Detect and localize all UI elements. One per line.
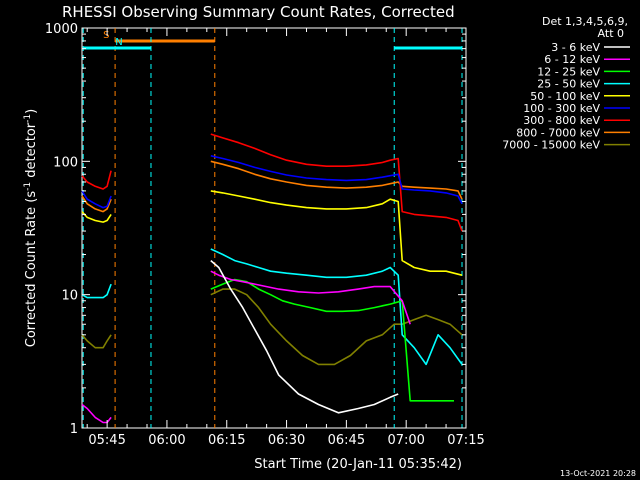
series-line-3	[81, 248, 463, 366]
y-axis-label-part2: detector	[24, 122, 39, 182]
legend-label-0: 3 - 6 keV	[551, 41, 600, 54]
y-tick-label-2: 100	[53, 155, 78, 170]
x-axis-label: Start Time (20-Jan-11 05:35:42)	[254, 457, 462, 472]
legend-label-1: 6 - 12 keV	[544, 53, 600, 66]
series-lines	[81, 133, 463, 424]
legend-label-4: 50 - 100 keV	[530, 90, 600, 103]
band-label-0: S	[103, 30, 109, 41]
chart-title: RHESSI Observing Summary Count Rates, Co…	[62, 3, 455, 21]
legend-label-3: 25 - 50 keV	[537, 78, 600, 91]
series-line-1	[81, 270, 411, 424]
band-label-1: N	[115, 37, 122, 48]
y-axis-label-sup1: -1	[23, 182, 33, 191]
legend-label-8: 7000 - 15000 keV	[502, 139, 600, 152]
y-axis-label-part3: )	[24, 109, 39, 114]
series-line-6	[81, 133, 463, 232]
series-line-7	[81, 160, 463, 213]
x-axis-ticks: 05:45 06:00 06:15 06:30 06:45 07:00 07:15	[86, 28, 485, 448]
series-line-0	[210, 259, 399, 414]
y-axis-label: Corrected Count Rate (s-1 detector-1)	[23, 109, 39, 347]
legend-header-attenuator: Att 0	[598, 27, 624, 40]
x-tick-label-4: 06:45	[328, 433, 365, 448]
y-tick-label-0: 1	[70, 422, 78, 437]
x-tick-label-3: 06:30	[268, 433, 305, 448]
plot-frame	[81, 27, 467, 429]
x-tick-label-1: 06:00	[148, 433, 185, 448]
legend-label-6: 300 - 800 keV	[523, 114, 600, 127]
observing-bands: SN	[82, 28, 463, 428]
series-line-4	[81, 190, 463, 276]
legend-label-7: 800 - 7000 keV	[516, 126, 600, 139]
series-line-8	[81, 288, 463, 366]
y-tick-label-1: 10	[61, 289, 78, 304]
legend-header-detectors: Det 1,3,4,5,6,9,	[542, 15, 628, 28]
x-tick-label-2: 06:15	[208, 433, 245, 448]
x-tick-label-5: 07:00	[387, 433, 424, 448]
y-tick-label-3: 1000	[45, 22, 78, 37]
footer-timestamp: 13-Oct-2021 20:28	[560, 469, 636, 478]
y-axis-label-sup2: -1	[23, 114, 33, 123]
y-axis-label-part1: Corrected Count Rate (s	[24, 191, 39, 348]
y-axis-ticks: 1 10 100 1000	[45, 22, 466, 437]
series-line-5	[81, 155, 463, 209]
x-tick-label-6: 07:15	[447, 433, 484, 448]
legend-label-5: 100 - 300 keV	[523, 102, 600, 115]
legend-label-2: 12 - 25 keV	[537, 65, 600, 78]
x-tick-label-0: 05:45	[88, 433, 125, 448]
